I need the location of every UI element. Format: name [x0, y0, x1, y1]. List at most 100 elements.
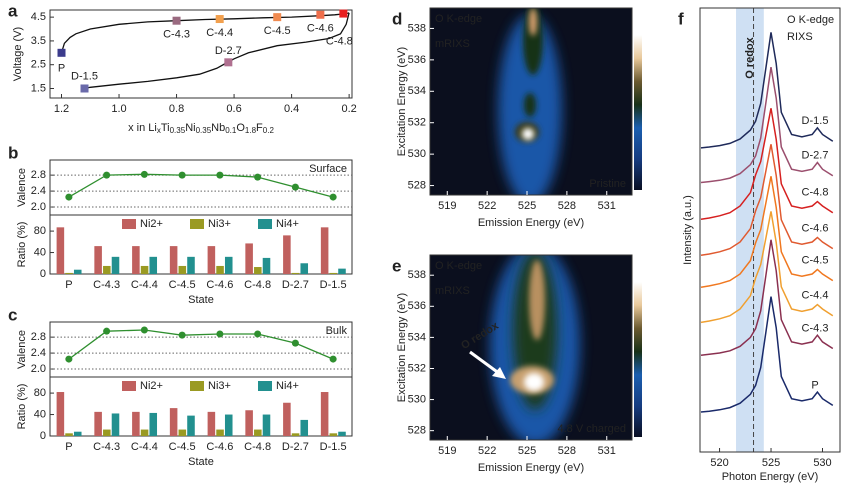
x-tick-label: D-1.5: [320, 441, 347, 453]
y-tick-label: 80: [34, 387, 46, 399]
y-axis-label: Ratio (%): [16, 222, 28, 268]
plot-frame: [49, 9, 353, 99]
x-axis-label: State: [188, 456, 214, 468]
x-tick-label: C-4.4: [131, 441, 158, 453]
legend-swatch: [258, 219, 272, 229]
bar: [300, 263, 309, 274]
x-axis-label-part: 1.8: [245, 126, 257, 135]
state-label: C-4.3: [163, 29, 190, 41]
voltage-curve: [60, 12, 350, 53]
redox-label: O redox: [744, 36, 756, 78]
spectrum: [700, 32, 834, 149]
spectrum: [700, 296, 834, 413]
spectrum: [700, 211, 834, 324]
map-label: O K-edge: [435, 260, 482, 272]
valence-point: [216, 171, 224, 179]
y-tick-label: 534: [408, 331, 426, 343]
bar: [169, 246, 178, 274]
y-axis-label: Intensity (a.u.): [682, 195, 694, 265]
map-image: [430, 8, 632, 195]
legend-label: Ni3+: [208, 380, 231, 392]
y-tick-label: 530: [408, 393, 426, 405]
x-tick-label: C-4.5: [169, 441, 196, 453]
y-tick-label: 2.8: [31, 331, 46, 343]
x-tick-label: 522: [478, 200, 496, 212]
spectra-label: O K-edge: [787, 14, 834, 26]
legend-label: Ni2+: [140, 218, 163, 230]
x-tick-label: 531: [598, 200, 616, 212]
y-tick-label: 2.4: [31, 347, 46, 359]
series-label: C-4.4: [802, 290, 829, 302]
y-tick-label: 528: [408, 179, 426, 191]
bar: [56, 392, 65, 436]
bar: [169, 408, 178, 436]
bar: [103, 429, 111, 436]
bar: [140, 265, 149, 274]
bar: [283, 402, 291, 436]
colorbar: [634, 282, 642, 437]
state-label: P: [58, 63, 65, 75]
x-axis-label-part: Nb: [211, 122, 225, 134]
legend-swatch: [190, 381, 204, 391]
bar: [111, 413, 120, 436]
x-tick-label: 0.4: [284, 103, 299, 115]
bar: [262, 257, 271, 274]
x-tick-label: 0.2: [341, 103, 356, 115]
x-axis-label: Emission Energy (eV): [478, 217, 584, 229]
bar: [65, 272, 73, 274]
bar: [338, 268, 346, 274]
bar: [132, 246, 140, 274]
state-marker: [273, 13, 282, 22]
plot-frame: [699, 7, 841, 453]
x-tick-label: C-4.8: [244, 441, 271, 453]
y-tick-label: 2.8: [31, 169, 46, 181]
x-tick-label: C-4.6: [206, 279, 233, 291]
series-label: C-4.6: [802, 223, 829, 235]
series-label: P: [811, 379, 818, 391]
bar: [245, 243, 253, 274]
x-axis-label: x in LixTi0.35Ni0.35Nb0.1O1.8F0.2: [128, 122, 274, 135]
valence-point: [329, 193, 337, 201]
bar: [56, 227, 65, 274]
legend-label: Ni3+: [208, 218, 231, 230]
valence-point: [178, 331, 186, 339]
bar: [140, 429, 149, 436]
x-tick-label: 525: [518, 445, 536, 457]
state-label: C-4.8: [326, 35, 353, 47]
legend-swatch: [122, 381, 136, 391]
y-tick-label: 528: [408, 425, 426, 437]
y-tick-label: 2.4: [31, 185, 46, 197]
state-marker: [339, 9, 348, 18]
bar: [216, 429, 224, 436]
map-condition: 4.8 V charged: [558, 423, 627, 435]
valence-point: [103, 171, 111, 179]
legend-label: Ni4+: [276, 380, 299, 392]
y-axis-label: Voltage (V): [12, 27, 24, 81]
bar: [149, 412, 158, 436]
bar: [187, 256, 195, 274]
plot-frame: [429, 254, 633, 441]
bar: [254, 429, 262, 436]
bar: [132, 411, 140, 436]
x-tick-label: 530: [813, 457, 831, 469]
x-tick-label: C-4.5: [169, 279, 196, 291]
bar: [320, 227, 329, 274]
map-condition: Pristine: [589, 178, 626, 190]
y-tick-label: 2.5: [31, 59, 46, 71]
bar: [291, 433, 300, 436]
y-tick-label: 532: [408, 117, 426, 129]
x-tick-label: P: [65, 279, 72, 291]
state-label: C-4.6: [307, 23, 334, 35]
valence-line: [68, 329, 334, 360]
bar: [94, 411, 102, 436]
y-tick-label: 40: [34, 408, 46, 420]
valence-point: [103, 327, 111, 335]
state-label: C-4.5: [264, 25, 291, 37]
state-marker: [80, 84, 89, 93]
y-tick-label: 80: [34, 225, 46, 237]
x-tick-label: 519: [438, 445, 456, 457]
bar: [291, 272, 300, 274]
bar: [149, 256, 158, 274]
y-tick-label: 4.5: [31, 11, 46, 23]
